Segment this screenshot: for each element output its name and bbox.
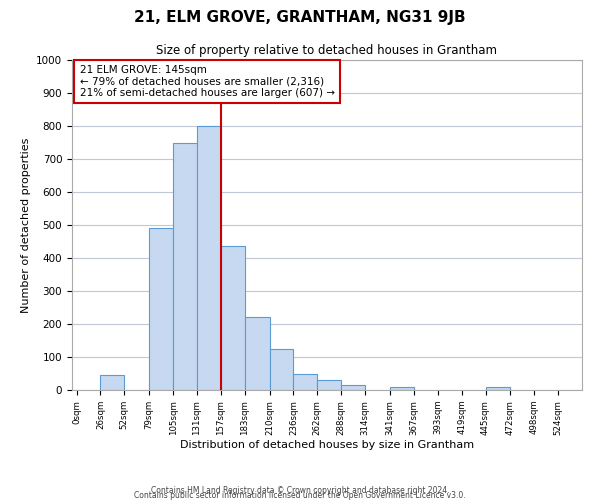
Text: 21, ELM GROVE, GRANTHAM, NG31 9JB: 21, ELM GROVE, GRANTHAM, NG31 9JB [134,10,466,25]
Bar [100,375,124,390]
Bar [221,246,245,390]
Bar [197,126,221,390]
Y-axis label: Number of detached properties: Number of detached properties [20,138,31,312]
Bar [485,388,511,390]
Text: Contains HM Land Registry data © Crown copyright and database right 2024.: Contains HM Land Registry data © Crown c… [151,486,449,495]
X-axis label: Distribution of detached houses by size in Grantham: Distribution of detached houses by size … [180,440,474,450]
Text: Contains public sector information licensed under the Open Government Licence v3: Contains public sector information licen… [134,490,466,500]
Bar [149,228,173,390]
Bar [245,318,269,390]
Text: 21 ELM GROVE: 145sqm
← 79% of detached houses are smaller (2,316)
21% of semi-de: 21 ELM GROVE: 145sqm ← 79% of detached h… [80,65,335,98]
Bar [317,380,341,390]
Title: Size of property relative to detached houses in Grantham: Size of property relative to detached ho… [157,44,497,58]
Bar [269,349,293,390]
Bar [173,142,197,390]
Bar [341,385,365,390]
Bar [390,388,414,390]
Bar [293,374,317,390]
